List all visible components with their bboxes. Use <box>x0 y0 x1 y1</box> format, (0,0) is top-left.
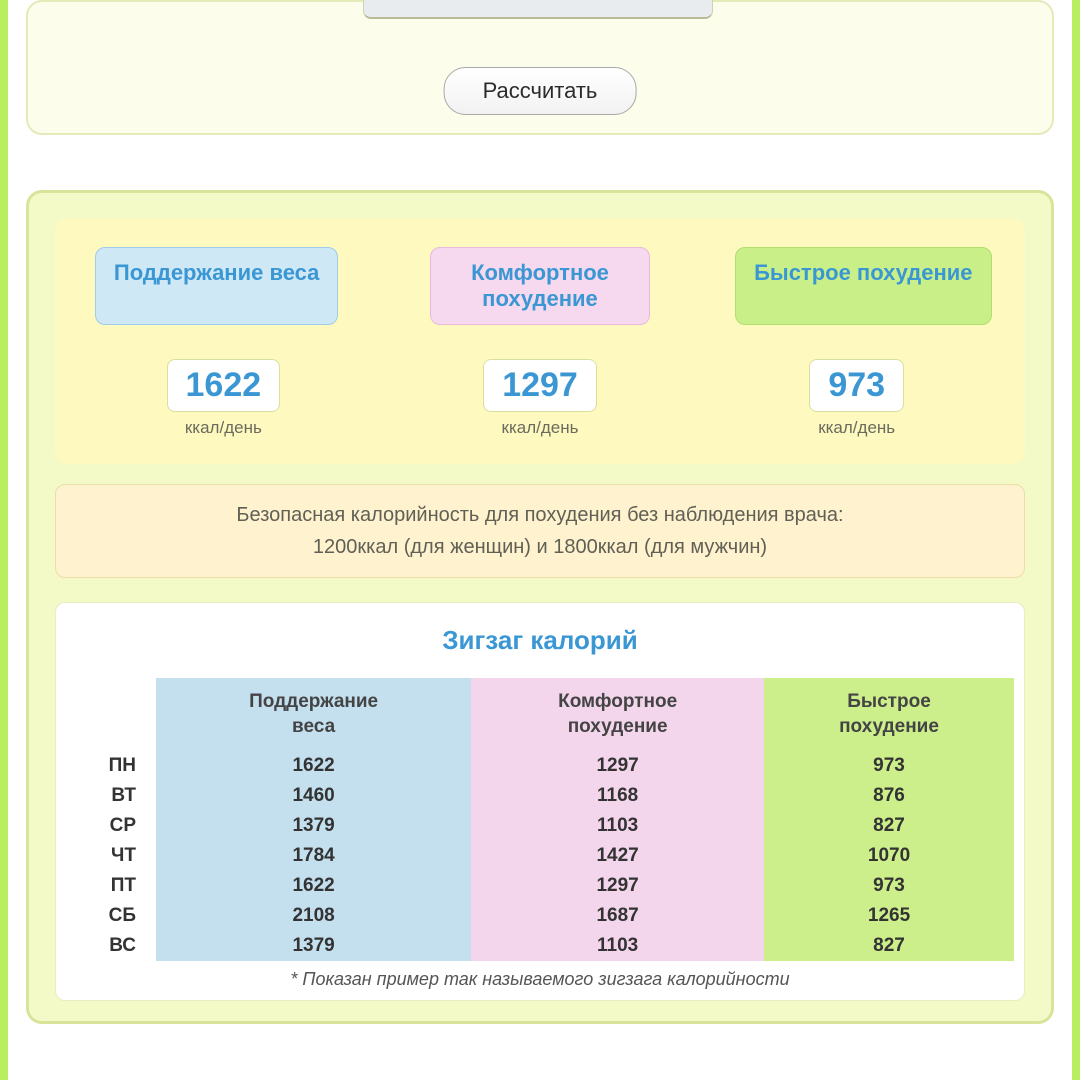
zz-cell-comfort: 1297 <box>471 871 764 901</box>
goal-value-fast: 973 <box>809 359 904 412</box>
calculate-button[interactable]: Рассчитать <box>444 67 637 115</box>
zz-day: ПТ <box>66 871 156 901</box>
calculator-form-panel: Рассчитать <box>26 0 1054 135</box>
goal-label-fast: Быстрое похудение <box>735 247 991 325</box>
zz-col-maintain: Поддержаниевеса <box>156 678 471 751</box>
goal-unit-comfort: ккал/день <box>502 418 579 438</box>
zz-cell-comfort: 1427 <box>471 841 764 871</box>
goal-value-maintain: 1622 <box>167 359 281 412</box>
zz-cell-maintain: 1379 <box>156 931 471 961</box>
zz-cell-comfort: 1103 <box>471 811 764 841</box>
zz-col-comfort: Комфортноепохудение <box>471 678 764 751</box>
zz-cell-maintain: 1460 <box>156 781 471 811</box>
zigzag-footnote: * Показан пример так называемого зигзага… <box>66 961 1014 994</box>
zz-cell-maintain: 1622 <box>156 751 471 781</box>
zz-cell-maintain: 1622 <box>156 871 471 901</box>
results-panel: Поддержание веса Комфортноепохудение Быс… <box>26 190 1054 1024</box>
zz-cell-fast: 827 <box>764 931 1014 961</box>
table-row: ВС13791103827 <box>66 931 1014 961</box>
zz-cell-fast: 973 <box>764 751 1014 781</box>
table-row: ПТ16221297973 <box>66 871 1014 901</box>
safety-line1: Безопасная калорийность для похудения бе… <box>76 499 1004 531</box>
zz-cell-fast: 1070 <box>764 841 1014 871</box>
zz-cell-comfort: 1297 <box>471 751 764 781</box>
zz-cell-fast: 1265 <box>764 901 1014 931</box>
table-row: СБ210816871265 <box>66 901 1014 931</box>
goal-label-maintain: Поддержание веса <box>95 247 338 325</box>
zigzag-title: Зигзаг калорий <box>66 625 1014 656</box>
zz-cell-comfort: 1168 <box>471 781 764 811</box>
table-row: ПН16221297973 <box>66 751 1014 781</box>
goal-value-comfort: 1297 <box>483 359 597 412</box>
zz-day: ЧТ <box>66 841 156 871</box>
zz-col-fast: Быстроепохудение <box>764 678 1014 751</box>
zz-day: СР <box>66 811 156 841</box>
goals-summary: Поддержание веса Комфортноепохудение Быс… <box>55 219 1025 464</box>
zigzag-table: Поддержаниевеса Комфортноепохудение Быст… <box>66 678 1014 961</box>
safety-note: Безопасная калорийность для похудения бе… <box>55 484 1025 578</box>
zz-day: ВТ <box>66 781 156 811</box>
goal-unit-fast: ккал/день <box>818 418 895 438</box>
zz-cell-maintain: 1379 <box>156 811 471 841</box>
table-row: СР13791103827 <box>66 811 1014 841</box>
zz-cell-fast: 827 <box>764 811 1014 841</box>
zz-day: ПН <box>66 751 156 781</box>
safety-line2: 1200ккал (для женщин) и 1800ккал (для му… <box>76 531 1004 563</box>
zz-cell-comfort: 1103 <box>471 931 764 961</box>
table-row: ВТ14601168876 <box>66 781 1014 811</box>
zz-cell-maintain: 1784 <box>156 841 471 871</box>
zz-day: ВС <box>66 931 156 961</box>
zz-cell-fast: 973 <box>764 871 1014 901</box>
form-select-ghost[interactable] <box>363 0 713 19</box>
zigzag-box: Зигзаг калорий Поддержаниевеса Комфортно… <box>55 602 1025 1001</box>
goal-unit-maintain: ккал/день <box>185 418 262 438</box>
table-row: ЧТ178414271070 <box>66 841 1014 871</box>
zz-cell-fast: 876 <box>764 781 1014 811</box>
goal-label-comfort: Комфортноепохудение <box>430 247 650 325</box>
zz-day: СБ <box>66 901 156 931</box>
zz-cell-maintain: 2108 <box>156 901 471 931</box>
zz-cell-comfort: 1687 <box>471 901 764 931</box>
